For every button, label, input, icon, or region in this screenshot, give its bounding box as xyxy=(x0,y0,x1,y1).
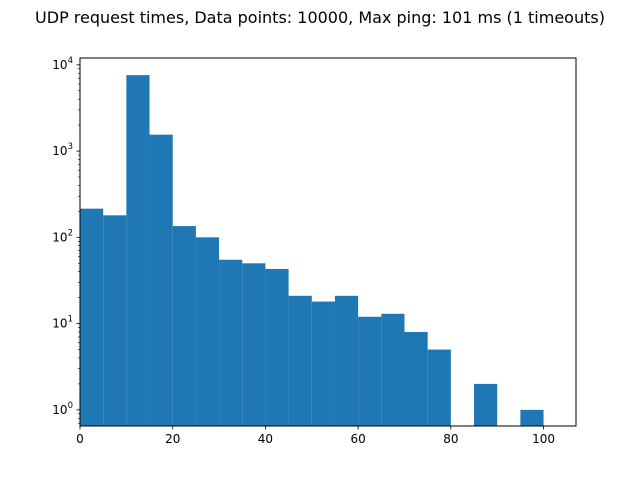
histogram-bar xyxy=(474,383,498,426)
x-axis: 0 20 40 60 80 100 xyxy=(76,426,555,446)
histogram-bar xyxy=(520,409,544,426)
x-tick-label: 40 xyxy=(258,432,273,446)
x-tick-label: 0 xyxy=(76,432,84,446)
histogram-bar xyxy=(103,215,127,426)
y-tick-label: 103 xyxy=(52,142,73,158)
histogram-bar xyxy=(311,301,335,426)
x-tick-label: 60 xyxy=(350,432,365,446)
histogram-bar xyxy=(149,134,173,426)
histogram-bar xyxy=(219,259,243,426)
histogram-bar xyxy=(358,316,382,426)
histogram-bar xyxy=(265,268,289,426)
histogram-bar xyxy=(404,331,428,426)
bars-group xyxy=(80,75,544,426)
histogram-bar xyxy=(242,263,266,426)
histogram-bar xyxy=(172,226,196,426)
histogram-bar xyxy=(126,75,150,426)
histogram-bar xyxy=(80,208,104,426)
x-tick-label: 20 xyxy=(165,432,180,446)
y-axis: 100 101 102 103 104 xyxy=(52,56,80,424)
x-tick-label: 80 xyxy=(443,432,458,446)
y-tick-label: 102 xyxy=(52,228,73,244)
x-tick-label: 100 xyxy=(532,432,555,446)
histogram-bar xyxy=(427,349,451,426)
y-tick-label: 100 xyxy=(52,401,73,417)
histogram-bar xyxy=(288,295,312,426)
histogram-bar xyxy=(334,295,359,426)
histogram-bar xyxy=(195,237,220,426)
histogram-bar xyxy=(381,313,405,426)
y-tick-label: 101 xyxy=(52,315,73,331)
y-tick-label: 104 xyxy=(52,56,73,72)
axes-frame xyxy=(79,57,577,427)
chart-title: UDP request times, Data points: 10000, M… xyxy=(35,8,605,27)
